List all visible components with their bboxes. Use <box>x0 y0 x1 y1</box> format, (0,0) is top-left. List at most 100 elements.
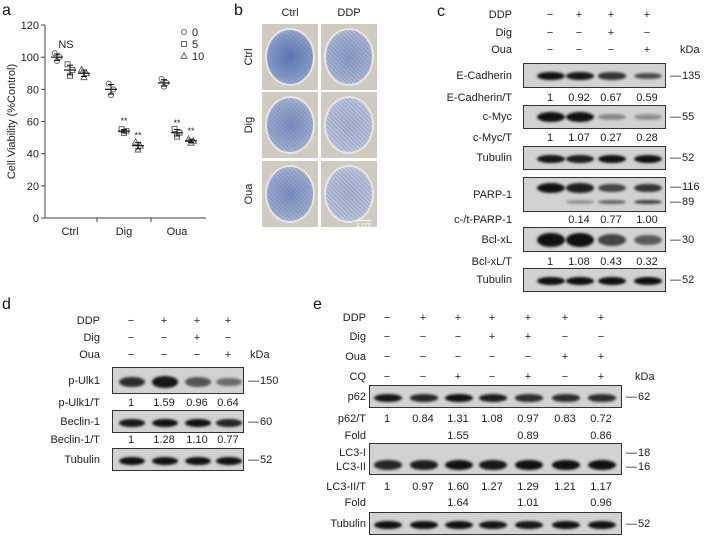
quantification-value: 1 <box>383 481 391 493</box>
protein-band <box>409 460 439 470</box>
western-blot-p-ulk1 <box>112 367 244 394</box>
quantification-value: 0.72 <box>590 413 612 425</box>
quantification-label: Fold <box>344 430 366 442</box>
blot-label: p-Ulk1 <box>68 374 100 387</box>
treatment-sign: + <box>454 371 462 383</box>
data-point-5 <box>171 125 178 132</box>
culture-plate-image <box>262 24 318 90</box>
treatment-sign: − <box>419 331 427 343</box>
panel-label-d: d <box>2 296 11 313</box>
western-blot-tubulin <box>523 146 666 170</box>
treatment-sign: − <box>127 349 135 361</box>
treatment-sign: − <box>383 351 391 363</box>
marker-tick: — <box>626 447 637 459</box>
marker-tick: — <box>248 415 259 428</box>
y-tick-label: 80 <box>27 84 39 96</box>
treatment-sign: − <box>488 371 496 383</box>
treatment-sign: − <box>127 332 135 344</box>
protein-band <box>185 419 211 427</box>
quantification-value: 0.97 <box>412 481 434 493</box>
treatment-sign: + <box>488 312 496 324</box>
protein-band <box>119 419 145 427</box>
quantification-value: 0.77 <box>600 214 622 226</box>
quantification-value: 0.27 <box>600 132 622 144</box>
quantification-value: 1.31 <box>447 413 469 425</box>
protein-band <box>478 394 508 402</box>
protein-band <box>598 183 626 193</box>
treatment-sign: − <box>546 44 554 56</box>
treatment-sign: + <box>643 9 651 21</box>
annotation: NS <box>58 39 73 51</box>
protein-band <box>152 457 178 465</box>
quantification-value: 1.08 <box>481 413 503 425</box>
treatment-label: DDP <box>488 9 512 21</box>
annotation: ** <box>120 116 128 126</box>
treatment-sign: − <box>546 9 554 21</box>
protein-band <box>373 394 403 402</box>
treatment-label: DDP <box>342 312 366 324</box>
protein-band <box>444 521 474 529</box>
treatment-sign: + <box>524 371 532 383</box>
quantification-value: 1 <box>383 413 391 425</box>
y-tick-label: 100 <box>21 52 39 64</box>
kda-label: kDa <box>250 349 270 361</box>
protein-band <box>444 460 474 470</box>
treatment-sign: − <box>160 349 168 361</box>
protein-band <box>478 521 508 529</box>
quantification-value: 0.64 <box>217 397 239 409</box>
blot-label: Tubulin <box>64 453 100 466</box>
quantification-value: 1 <box>546 92 554 104</box>
colony-dish <box>265 165 315 223</box>
protein-band <box>551 394 581 402</box>
quantification-value: 1.01 <box>517 497 539 509</box>
quantification-label: Fold <box>344 497 366 509</box>
quantification-value: 0.92 <box>568 92 590 104</box>
treatment-sign: + <box>193 315 201 327</box>
treatment-sign: + <box>419 312 427 324</box>
protein-band <box>551 460 581 470</box>
data-point-0 <box>158 76 165 83</box>
treatment-sign: − <box>454 331 462 343</box>
treatment-sign: + <box>160 315 168 327</box>
quantification-value: 1.59 <box>153 397 175 409</box>
protein-band <box>373 460 403 470</box>
blot-label: p62 <box>347 390 366 403</box>
quantification-label: Bcl-xL/T <box>471 256 512 268</box>
treatment-sign: + <box>607 27 615 39</box>
treatment-sign: − <box>127 315 135 327</box>
x-tick-label: Ctrl <box>61 226 78 238</box>
protein-band <box>514 460 544 470</box>
treatment-sign: − <box>383 312 391 324</box>
protein-band <box>444 394 474 402</box>
protein-band <box>566 200 594 204</box>
protein-band <box>537 233 565 247</box>
colony-dish <box>265 28 315 86</box>
treatment-sign: − <box>419 371 427 383</box>
molecular-weight-marker: 55 <box>682 111 695 123</box>
y-tick-label: 0 <box>33 213 39 225</box>
treatment-sign: − <box>160 332 168 344</box>
marker-tick: — <box>626 461 637 473</box>
quantification-value: 0.77 <box>217 434 239 446</box>
quantification-value: 1.10 <box>186 434 208 446</box>
western-blot-bcl-xl <box>523 227 666 252</box>
quantification-label: c-/t-PARP-1 <box>454 214 512 226</box>
treatment-sign: + <box>193 332 201 344</box>
protein-band <box>634 277 662 285</box>
treatment-sign: + <box>607 9 615 21</box>
treatment-sign: + <box>561 312 569 324</box>
blot-label: PARP-1 <box>473 188 512 201</box>
quantification-value: 0.96 <box>186 397 208 409</box>
molecular-weight-marker: 89 <box>682 196 695 208</box>
data-point-0 <box>105 80 112 87</box>
marker-tick: — <box>670 152 681 164</box>
protein-band <box>566 277 594 285</box>
treatment-sign: − <box>561 331 569 343</box>
quantification-value: 0.32 <box>636 256 658 268</box>
treatment-sign: + <box>643 44 651 56</box>
quantification-value: 1.17 <box>590 481 612 493</box>
protein-band <box>587 460 617 470</box>
y-tick-label: 120 <box>21 20 39 32</box>
quantification-value: 1.08 <box>568 256 590 268</box>
protein-band <box>598 113 626 121</box>
